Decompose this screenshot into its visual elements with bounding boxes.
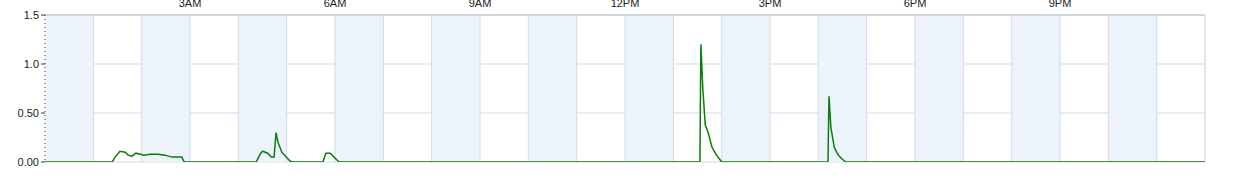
svg-text:3AM: 3AM — [179, 0, 202, 9]
svg-text:6PM: 6PM — [904, 0, 927, 9]
svg-text:3PM: 3PM — [759, 0, 782, 9]
svg-text:6AM: 6AM — [324, 0, 347, 9]
svg-text:12PM: 12PM — [611, 0, 640, 9]
svg-text:9PM: 9PM — [1049, 0, 1072, 9]
svg-text:9AM: 9AM — [469, 0, 492, 9]
svg-text:0.00: 0.00 — [18, 156, 39, 168]
svg-text:0.50: 0.50 — [18, 107, 39, 119]
svg-text:1.0: 1.0 — [24, 58, 39, 70]
svg-text:1.5: 1.5 — [24, 9, 39, 21]
